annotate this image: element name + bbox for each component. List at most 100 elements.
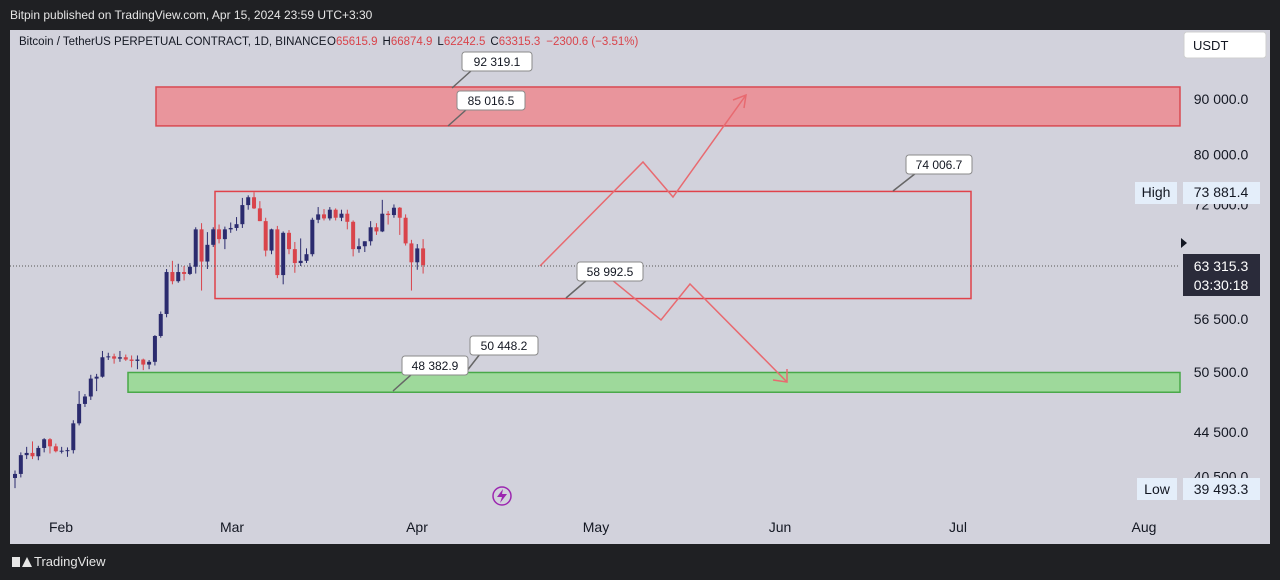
time-axis[interactable]: Feb Mar Apr May Jun Jul Aug bbox=[49, 519, 1157, 535]
candle-body bbox=[252, 197, 257, 209]
callout-label: 85 016.5 bbox=[468, 94, 515, 108]
candle-body bbox=[36, 447, 41, 457]
candle-body bbox=[88, 378, 93, 397]
candle-body bbox=[333, 209, 338, 218]
candle-body bbox=[182, 272, 187, 274]
candle-body bbox=[316, 214, 321, 220]
zone-resistance bbox=[155, 86, 1181, 127]
callout-box bbox=[576, 261, 644, 282]
callout-pointer bbox=[392, 373, 413, 392]
candle-body bbox=[65, 450, 70, 452]
bearish-arrowhead bbox=[772, 369, 788, 383]
price-tick: 80 000.0 bbox=[1194, 147, 1249, 163]
publish-text: Bitpin published on TradingView.com, Apr… bbox=[10, 8, 373, 22]
candle-body bbox=[304, 254, 309, 261]
callout-label: 92 319.1 bbox=[474, 55, 521, 69]
callout-label: 58 992.5 bbox=[587, 265, 634, 279]
candle-body bbox=[257, 208, 262, 222]
low-label: Low bbox=[1144, 481, 1171, 497]
publish-header: Bitpin published on TradingView.com, Apr… bbox=[0, 0, 1280, 30]
time-tick: Jul bbox=[949, 519, 967, 535]
candle-body bbox=[77, 403, 82, 424]
low-value: 39 493.3 bbox=[1194, 481, 1249, 497]
price-axis[interactable]: 90 000.080 000.072 000.056 500.050 500.0… bbox=[1194, 91, 1249, 484]
high-label: High bbox=[1142, 184, 1171, 200]
candle-body bbox=[269, 229, 274, 251]
price-callout: 74 006.7 bbox=[892, 154, 973, 192]
candle-body bbox=[246, 197, 251, 206]
time-tick: May bbox=[583, 519, 609, 535]
price-callout: 50 448.2 bbox=[465, 335, 539, 373]
candle-body bbox=[205, 244, 210, 262]
last-price-pointer bbox=[1181, 238, 1187, 248]
candle-body bbox=[59, 450, 64, 452]
projection-arrows bbox=[539, 93, 788, 383]
candle-body bbox=[193, 229, 198, 267]
candle-body bbox=[147, 361, 152, 365]
candle-body bbox=[24, 452, 29, 456]
lightning-icon[interactable] bbox=[492, 486, 512, 506]
candle-body bbox=[386, 213, 391, 216]
candle-body bbox=[100, 357, 105, 377]
candle-body bbox=[292, 249, 297, 264]
last-price-label: 63 315.3 03:30:18 bbox=[1181, 238, 1260, 296]
high-marker: High 73 881.4 bbox=[1135, 182, 1260, 204]
candle-body bbox=[287, 232, 292, 250]
legend-ohlc: O65615.9 H66874.9 L62242.5 C63315.3 −2300.6 … bbox=[327, 36, 639, 48]
footer: TradingView bbox=[0, 544, 1280, 580]
currency-button[interactable]: USDT bbox=[1183, 31, 1267, 59]
price-callout: 58 992.5 bbox=[565, 261, 644, 299]
candle-body bbox=[228, 227, 233, 230]
candle-body bbox=[112, 356, 117, 359]
callout-pointer bbox=[892, 172, 917, 192]
last-price-value: 63 315.3 bbox=[1194, 258, 1249, 274]
candle-body bbox=[281, 232, 286, 276]
candle-body bbox=[135, 359, 140, 361]
time-tick: Jun bbox=[769, 519, 792, 535]
price-tick: 56 500.0 bbox=[1194, 311, 1249, 327]
candle-body bbox=[263, 221, 268, 251]
callout-label: 50 448.2 bbox=[481, 339, 528, 353]
callout-label: 74 006.7 bbox=[916, 158, 963, 172]
candle-body bbox=[409, 243, 414, 263]
candle-body bbox=[53, 446, 58, 452]
low-marker: Low 39 493.3 bbox=[1137, 478, 1260, 500]
callout-box bbox=[469, 335, 539, 356]
candle-body bbox=[187, 266, 192, 274]
candle-body bbox=[362, 241, 367, 247]
candle-body bbox=[356, 246, 361, 250]
callout-pointer bbox=[447, 108, 468, 127]
candles-layer bbox=[13, 192, 426, 489]
candle-body bbox=[351, 221, 356, 250]
candle-body bbox=[217, 229, 222, 240]
candle-body bbox=[94, 376, 99, 379]
price-tick: 44 500.0 bbox=[1194, 424, 1249, 440]
candle-body bbox=[310, 219, 315, 255]
candle-body bbox=[117, 357, 122, 359]
price-tick: 90 000.0 bbox=[1194, 91, 1249, 107]
candle-body bbox=[82, 396, 87, 404]
candle-body bbox=[123, 357, 128, 360]
currency-label: USDT bbox=[1193, 38, 1228, 53]
candle-body bbox=[415, 248, 420, 263]
candle-body bbox=[374, 227, 379, 232]
bearish-projection-arrow bbox=[594, 265, 788, 383]
candle-body bbox=[42, 439, 47, 448]
candle-body bbox=[164, 272, 169, 314]
candle-body bbox=[380, 213, 385, 232]
callout-box bbox=[401, 355, 469, 376]
price-callout: 48 382.9 bbox=[392, 355, 469, 392]
price-callout: 85 016.5 bbox=[447, 90, 526, 127]
price-callout: 92 319.1 bbox=[451, 51, 533, 89]
callout-pointer bbox=[451, 69, 473, 89]
callout-box bbox=[456, 90, 526, 111]
candle-body bbox=[368, 227, 373, 242]
callout-box bbox=[905, 154, 973, 175]
callout-pointer bbox=[565, 279, 588, 299]
candle-body bbox=[339, 213, 344, 218]
time-tick: Feb bbox=[49, 519, 73, 535]
time-tick: Mar bbox=[220, 519, 244, 535]
bullish-projection-arrow bbox=[539, 94, 747, 267]
tradingview-logo[interactable]: TradingView bbox=[12, 554, 106, 569]
